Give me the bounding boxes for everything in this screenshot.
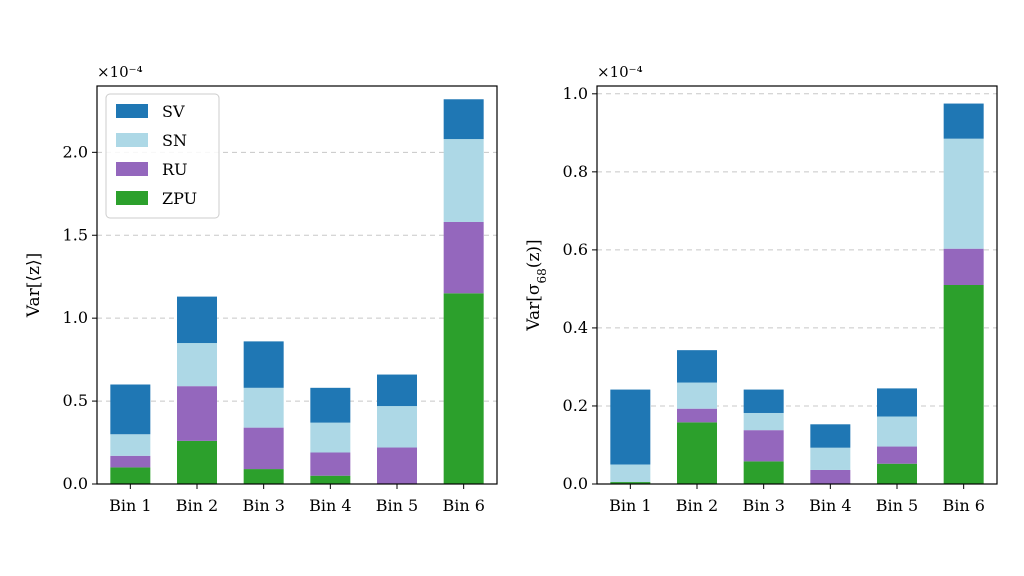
legend-label-ru: RU [162,160,188,179]
bar-zpu-bin-2 [677,422,717,484]
legend-swatch-sv [116,104,148,118]
bar-sv-bin-2 [177,296,217,344]
bar-ru-bin-5 [877,446,917,464]
legend-label-sv: SV [162,102,185,121]
x-tick-label: Bin 6 [942,496,984,515]
bar-zpu-bin-1 [110,467,151,484]
bar-sn-bin-4 [810,447,851,470]
bar-ru-bin-3 [743,430,784,462]
scale-label: ×10⁻⁴ [97,63,143,81]
y-tick-label: 2.0 [63,142,88,161]
y-axis-label: Var[⟨z⟩] [24,253,44,318]
bar-sn-bin-4 [310,422,351,453]
bar-sn-bin-5 [877,416,917,447]
axes-frame [96,85,498,485]
legend: SV SN RU ZPU [105,93,220,219]
y-tick-label: 1.0 [563,84,588,103]
y-tick-label: 0.0 [63,474,88,493]
bar-sv-bin-1 [610,389,651,465]
right-chart-panel: 0.0 0.2 0.4 0.6 0.8 1.0 Bin 1 Bin 2 Bin 3 Bin 4 Bi… [524,63,998,515]
x-tick-label: Bin 5 [876,496,918,515]
bar-sn-bin-2 [177,343,217,387]
y-tick-label: 1.5 [63,225,88,244]
bar-sv-bin-4 [310,387,351,423]
bar-zpu-bin-2 [177,440,217,484]
legend-swatch-sn [116,133,148,147]
bar-ru-bin-2 [677,408,717,423]
bar-sn-bin-6 [443,139,484,222]
x-tick-label: Bin 4 [809,496,851,515]
bar-ru-bin-4 [810,469,851,484]
bar-zpu-bin-6 [943,285,984,484]
legend-label-zpu: ZPU [162,189,197,208]
x-tick-label: Bin 3 [242,496,284,515]
bar-sv-bin-1 [110,384,151,435]
bar-sn-bin-5 [377,406,417,448]
legend-swatch-ru [116,162,148,176]
bar-sv-bin-5 [877,388,917,417]
bar-ru-bin-6 [443,221,484,294]
bar-sn-bin-1 [610,464,651,483]
y-tick-label: 0.6 [563,240,588,259]
bar-zpu-bin-5 [877,463,917,484]
bar-zpu-bin-1 [610,482,651,484]
y-tick-label: 1.0 [63,308,88,327]
x-tick-label: Bin 1 [109,496,151,515]
x-tick-label: Bin 2 [176,496,218,515]
y-tick-label: 0.2 [563,396,588,415]
bar-sv-bin-2 [677,350,717,383]
legend-swatch-zpu [116,191,148,205]
x-tick-label: Bin 6 [442,496,484,515]
bar-ru-bin-4 [310,452,351,476]
bar-zpu-bin-6 [443,293,484,484]
y-axis-label: Var[σ68(z)] [524,239,549,331]
y-tick-label: 0.4 [563,318,588,337]
bar-ru-bin-1 [110,455,151,468]
bar-sn-bin-6 [943,138,984,249]
bar-sn-bin-3 [743,412,784,431]
y-tick-label: 0.5 [63,391,88,410]
bar-ru-bin-2 [177,386,217,441]
axes-frame [596,85,998,485]
bar-sv-bin-6 [443,99,484,140]
bar-sn-bin-3 [243,387,284,428]
bar-zpu-bin-3 [743,461,784,484]
scale-label: ×10⁻⁴ [597,63,643,81]
bar-ru-bin-3 [243,427,284,470]
x-tick-label: Bin 3 [742,496,784,515]
y-tick-label: 0.0 [563,474,588,493]
legend-label-sn: SN [162,131,187,150]
x-tick-label: Bin 1 [609,496,651,515]
bar-zpu-bin-4 [310,475,351,484]
bar-ru-bin-5 [377,447,417,484]
bar-sv-bin-5 [377,374,417,407]
x-tick-label: Bin 5 [376,496,418,515]
bar-sv-bin-4 [810,424,851,448]
bar-zpu-bin-3 [243,469,284,484]
bar-sv-bin-6 [943,103,984,139]
legend-box [105,93,220,219]
bar-ru-bin-6 [943,248,984,285]
bar-sn-bin-1 [110,434,151,456]
bar-sn-bin-2 [677,382,717,409]
y-tick-label: 0.8 [563,162,588,181]
bar-sv-bin-3 [743,389,784,413]
x-tick-label: Bin 2 [676,496,718,515]
bar-sv-bin-3 [243,341,284,388]
x-tick-label: Bin 4 [309,496,351,515]
left-chart-panel: 0.0 0.5 1.0 1.5 2.0 Bin 1 Bin 2 Bin 3 Bin 4 Bin 5… [24,63,498,515]
